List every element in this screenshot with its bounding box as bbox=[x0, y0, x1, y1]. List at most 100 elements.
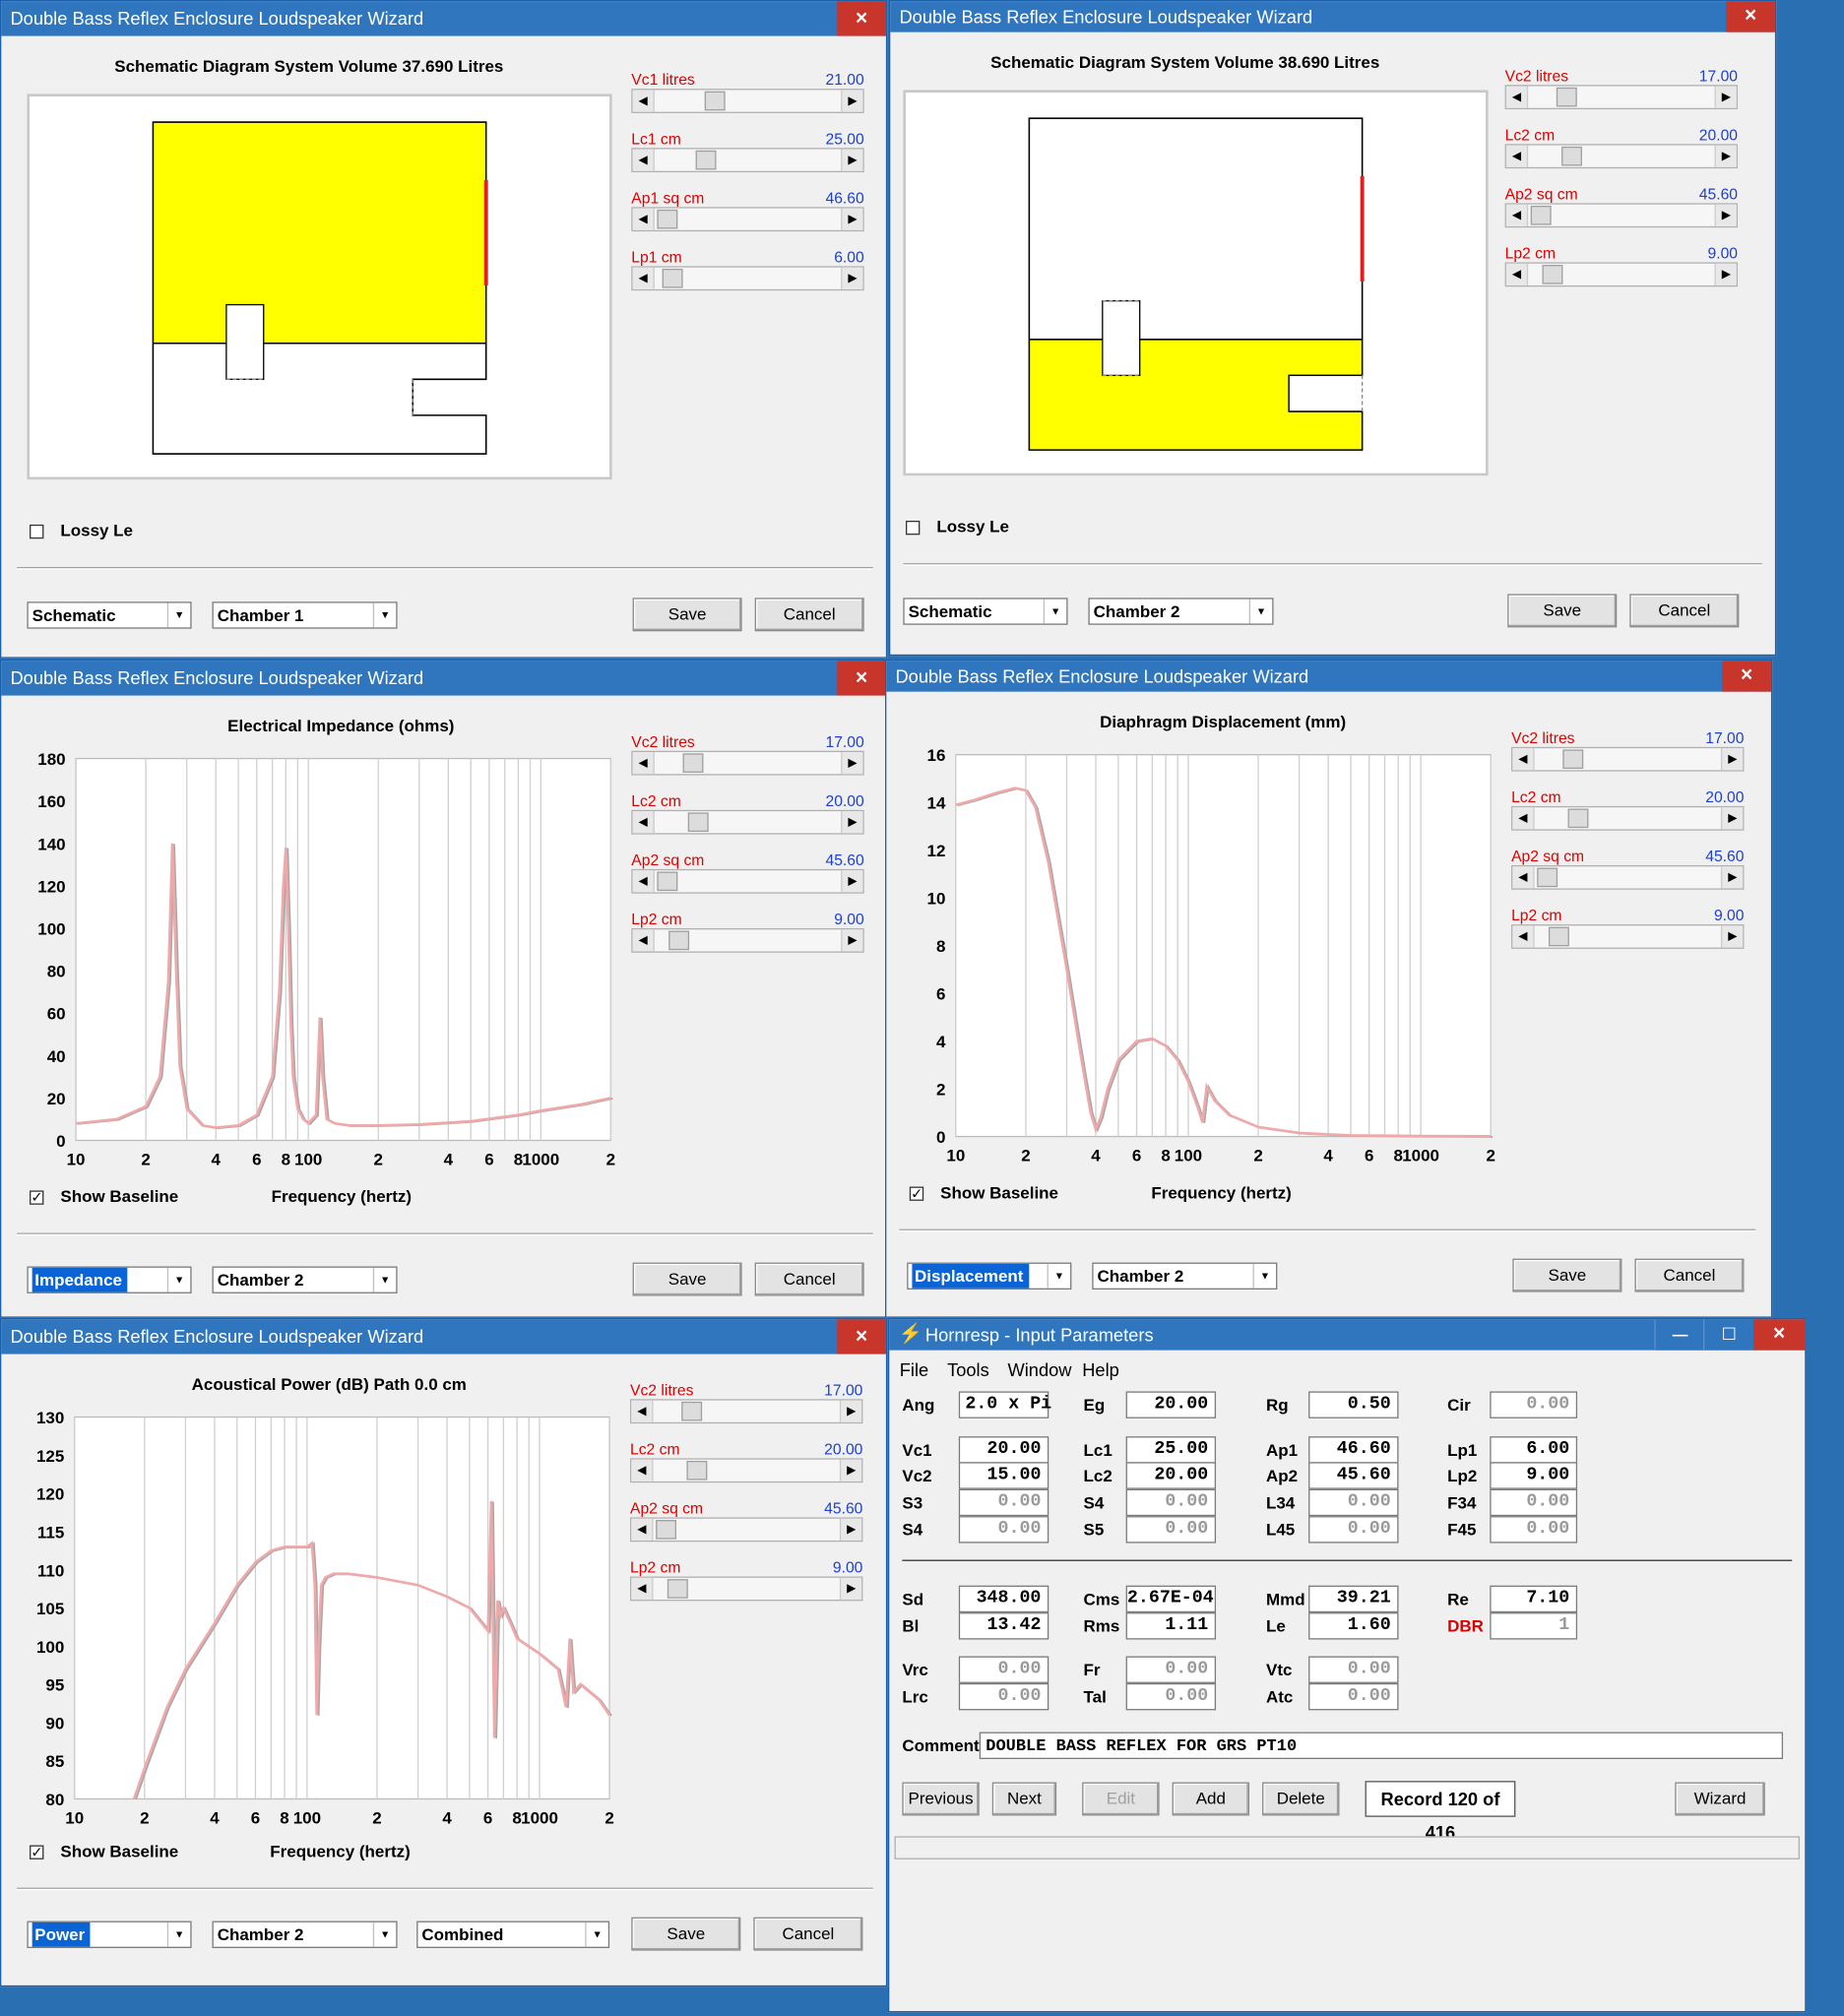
param-slider-vc2[interactable]: ◀ ▶ bbox=[629, 1399, 863, 1424]
field-s5[interactable]: 0.00 bbox=[1125, 1516, 1217, 1544]
field-lrc[interactable]: 0.00 bbox=[958, 1682, 1049, 1711]
save-button[interactable]: Save bbox=[631, 1917, 741, 1951]
scroll-left-icon[interactable]: ◀ bbox=[631, 1518, 654, 1541]
cancel-button[interactable]: Cancel bbox=[754, 1262, 864, 1296]
save-button[interactable]: Save bbox=[632, 598, 742, 632]
field-lc2[interactable]: 20.00 bbox=[1125, 1462, 1217, 1489]
view-select[interactable]: Schematic ▼ bbox=[27, 601, 192, 629]
chamber-select[interactable]: Chamber 2 ▼ bbox=[212, 1266, 398, 1293]
scroll-right-icon[interactable]: ▶ bbox=[841, 149, 863, 171]
close-button[interactable]: × bbox=[837, 661, 886, 696]
param-slider-lc2[interactable]: ◀ ▶ bbox=[1511, 805, 1745, 831]
save-button[interactable]: Save bbox=[1512, 1258, 1622, 1292]
param-slider-lp2[interactable]: ◀ ▶ bbox=[1504, 262, 1739, 287]
field-s4[interactable]: 0.00 bbox=[958, 1516, 1049, 1544]
slider-thumb[interactable] bbox=[680, 1401, 702, 1421]
cancel-button[interactable]: Cancel bbox=[1634, 1258, 1745, 1292]
scroll-left-icon[interactable]: ◀ bbox=[632, 90, 655, 112]
field-l45[interactable]: 0.00 bbox=[1308, 1516, 1399, 1544]
view-select[interactable]: Power ▼ bbox=[27, 1921, 192, 1948]
scroll-right-icon[interactable]: ▶ bbox=[841, 208, 863, 230]
field-rg[interactable]: 0.50 bbox=[1308, 1391, 1399, 1418]
scroll-left-icon[interactable]: ◀ bbox=[632, 267, 655, 289]
combine-mode-select[interactable]: Combined ▼ bbox=[416, 1921, 610, 1948]
scroll-left-icon[interactable]: ◀ bbox=[632, 752, 655, 775]
param-slider-vc2[interactable]: ◀ ▶ bbox=[631, 750, 864, 776]
scroll-left-icon[interactable]: ◀ bbox=[631, 1459, 654, 1481]
menu-file[interactable]: File bbox=[899, 1358, 929, 1380]
param-slider-ap2[interactable]: ◀ ▶ bbox=[631, 868, 864, 894]
close-button[interactable]: × bbox=[837, 1319, 886, 1354]
param-slider-lp2[interactable]: ◀ ▶ bbox=[631, 927, 864, 953]
field-vtc[interactable]: 0.00 bbox=[1308, 1656, 1399, 1683]
cancel-button[interactable]: Cancel bbox=[753, 1917, 863, 1951]
field-cir[interactable]: 0.00 bbox=[1490, 1391, 1578, 1418]
lossy-le-checkbox[interactable] bbox=[905, 520, 921, 536]
param-slider-vc2[interactable]: ◀ ▶ bbox=[1511, 746, 1745, 772]
slider-thumb[interactable] bbox=[656, 871, 677, 892]
slider-thumb[interactable] bbox=[685, 1460, 707, 1480]
field-vrc[interactable]: 0.00 bbox=[958, 1656, 1049, 1683]
save-button[interactable]: Save bbox=[632, 1262, 742, 1296]
field-tal[interactable]: 0.00 bbox=[1125, 1682, 1217, 1711]
field-f34[interactable]: 0.00 bbox=[1490, 1488, 1578, 1517]
slider-thumb[interactable] bbox=[662, 268, 683, 288]
param-slider-lc2[interactable]: ◀ ▶ bbox=[1504, 144, 1739, 169]
title-bar[interactable]: Double Bass Reflex Enclosure Loudspeaker… bbox=[1, 661, 886, 696]
show-baseline-checkbox[interactable]: ✓ bbox=[30, 1845, 44, 1861]
scroll-right-icon[interactable]: ▶ bbox=[1714, 204, 1737, 226]
field-s3[interactable]: 0.00 bbox=[958, 1488, 1049, 1517]
scroll-right-icon[interactable]: ▶ bbox=[841, 870, 863, 893]
title-bar[interactable]: Double Bass Reflex Enclosure Loudspeaker… bbox=[1, 1319, 886, 1354]
field-cms[interactable]: 2.67E-04 bbox=[1125, 1585, 1217, 1613]
chamber-select[interactable]: Chamber 2 ▼ bbox=[212, 1921, 398, 1948]
scroll-right-icon[interactable]: ▶ bbox=[841, 752, 863, 775]
title-bar[interactable]: Double Bass Reflex Enclosure Loudspeaker… bbox=[890, 1, 1775, 32]
comment-field[interactable]: DOUBLE BASS REFLEX FOR GRS PT10 bbox=[979, 1732, 1784, 1759]
field-le[interactable]: 1.60 bbox=[1308, 1612, 1399, 1640]
field-ap1[interactable]: 46.60 bbox=[1308, 1436, 1399, 1464]
add-button[interactable]: Add bbox=[1172, 1782, 1250, 1816]
close-button[interactable]: × bbox=[1726, 1, 1775, 32]
slider-thumb[interactable] bbox=[656, 209, 677, 229]
scroll-left-icon[interactable]: ◀ bbox=[1512, 748, 1535, 771]
slider-thumb[interactable] bbox=[695, 150, 717, 170]
slider-thumb[interactable] bbox=[655, 1520, 676, 1540]
scroll-left-icon[interactable]: ◀ bbox=[632, 870, 655, 893]
field-s4[interactable]: 0.00 bbox=[1125, 1488, 1217, 1517]
field-dbr[interactable]: 1 bbox=[1490, 1612, 1578, 1640]
scroll-left-icon[interactable]: ◀ bbox=[1505, 204, 1529, 226]
scroll-left-icon[interactable]: ◀ bbox=[1505, 263, 1529, 285]
scroll-right-icon[interactable]: ▶ bbox=[1720, 807, 1744, 830]
field-vc2[interactable]: 15.00 bbox=[958, 1462, 1049, 1489]
param-slider-lp1[interactable]: ◀ ▶ bbox=[631, 266, 864, 291]
field-rms[interactable]: 1.11 bbox=[1125, 1612, 1217, 1640]
param-slider-lp2[interactable]: ◀ ▶ bbox=[1511, 924, 1745, 949]
param-slider-ap2[interactable]: ◀ ▶ bbox=[1504, 203, 1739, 228]
view-select[interactable]: Impedance ▼ bbox=[27, 1266, 192, 1293]
scroll-right-icon[interactable]: ▶ bbox=[839, 1577, 862, 1601]
next-button[interactable]: Next bbox=[991, 1782, 1057, 1816]
field-f45[interactable]: 0.00 bbox=[1490, 1516, 1578, 1544]
param-slider-lp2[interactable]: ◀ ▶ bbox=[629, 1576, 863, 1602]
scroll-left-icon[interactable]: ◀ bbox=[1505, 86, 1529, 108]
param-slider-lc2[interactable]: ◀ ▶ bbox=[631, 809, 864, 835]
scroll-right-icon[interactable]: ▶ bbox=[841, 267, 863, 289]
edit-button[interactable]: Edit bbox=[1082, 1782, 1160, 1816]
scroll-left-icon[interactable]: ◀ bbox=[1512, 925, 1535, 948]
title-bar[interactable]: ⚡ Hornresp - Input Parameters bbox=[889, 1319, 1806, 1351]
scroll-right-icon[interactable]: ▶ bbox=[839, 1400, 862, 1422]
slider-thumb[interactable] bbox=[704, 91, 726, 111]
param-slider-vc2[interactable]: ◀ ▶ bbox=[1504, 85, 1739, 110]
chamber-select[interactable]: Chamber 2 ▼ bbox=[1088, 598, 1274, 625]
scroll-left-icon[interactable]: ◀ bbox=[631, 1400, 654, 1422]
param-slider-lc1[interactable]: ◀ ▶ bbox=[631, 148, 864, 173]
wizard-button[interactable]: Wizard bbox=[1675, 1782, 1765, 1816]
scroll-right-icon[interactable]: ▶ bbox=[1720, 925, 1744, 948]
scroll-right-icon[interactable]: ▶ bbox=[1714, 86, 1737, 108]
field-lc1[interactable]: 25.00 bbox=[1125, 1436, 1217, 1464]
show-baseline-checkbox[interactable]: ✓ bbox=[30, 1190, 44, 1207]
scroll-right-icon[interactable]: ▶ bbox=[1714, 263, 1737, 285]
field-bl[interactable]: 13.42 bbox=[958, 1612, 1049, 1640]
field-fr[interactable]: 0.00 bbox=[1125, 1656, 1217, 1683]
